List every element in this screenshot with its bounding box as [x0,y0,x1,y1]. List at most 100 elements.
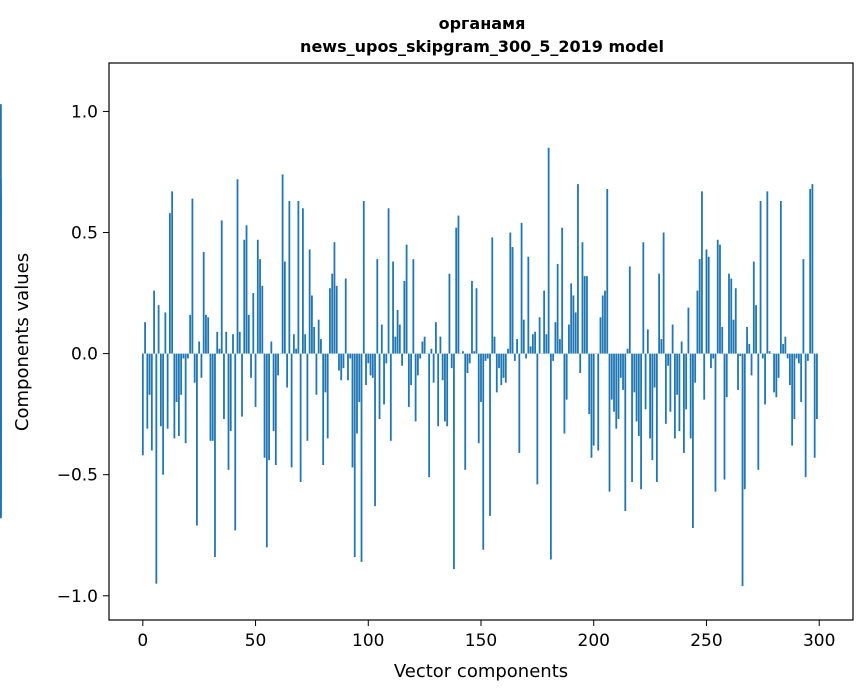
bar-223 [644,353,647,410]
bar-106 [380,324,383,354]
bar-268 [746,326,748,354]
bar-232 [664,353,667,424]
bar-272 [755,305,757,354]
bar-64 [286,353,289,388]
bar-287 [788,353,791,386]
bar-39 [229,353,232,432]
bar-281 [775,353,778,398]
bar-242 [687,307,690,354]
bar-163 [509,232,512,354]
bar-95 [356,353,358,434]
bar-270 [750,353,753,376]
bar-153 [486,353,489,359]
bar-50 [254,353,257,407]
bar-110 [389,353,392,441]
bar-37 [225,331,228,354]
bar-257 [721,326,724,354]
bar-216 [628,266,631,354]
bar-111 [392,261,394,354]
bar-136 [448,273,451,354]
bar-54 [263,353,266,458]
bar-43 [238,331,241,354]
bar-101 [369,353,372,376]
bar-72 [304,334,307,354]
bar-11 [166,353,169,429]
x-tick-label: 200 [578,631,610,651]
bar-215 [626,348,629,354]
bar-89 [342,353,345,369]
bar-1 [144,322,146,354]
bar-266 [741,353,744,587]
bar-165 [513,353,516,361]
bar-217 [631,353,633,482]
bar-260 [728,273,730,354]
bar-150 [480,353,482,403]
bar-188 [565,353,568,400]
bar-205 [604,290,606,354]
bar-193 [577,184,579,354]
bar-87 [338,353,340,371]
bar-291 [797,353,800,364]
bar-200 [592,353,595,446]
bar-249 [703,353,706,400]
bar-228 [655,353,658,482]
bar-16 [177,353,180,436]
bar-174 [534,331,537,354]
bar-132 [439,336,442,354]
bar-181 [549,353,552,560]
y-tick-label: 1.0 [71,102,98,122]
bar-124 [421,341,424,354]
bar-173 [531,334,534,354]
bar-45 [243,239,246,354]
bar-71 [301,208,304,354]
bar-293 [802,259,805,354]
bar-96 [358,353,361,403]
bar-121 [414,353,417,422]
y-axis-ticks: −1.0 −0.5 0.0 0.5 1.0 [57,102,109,607]
bar-2 [146,353,149,429]
bar-166 [516,339,518,354]
bar-38 [227,353,230,470]
bar-197 [586,276,588,354]
bar-250 [705,249,708,354]
bar-203 [599,317,602,354]
bar-271 [752,261,755,354]
bar-74 [308,249,311,354]
bar-169 [522,319,525,354]
bar-299 [816,353,818,419]
bar-140 [457,215,460,354]
bar-134 [444,353,446,422]
bar-151 [482,353,485,550]
bar-164 [511,247,514,354]
bar-78 [317,319,320,354]
bar-116 [403,280,406,354]
y-tick-label: 0.0 [71,345,98,365]
y-axis-label: Components values [12,253,33,431]
bar-80 [322,353,325,466]
bar-225 [649,353,651,439]
bar-290 [795,353,798,359]
bar-233 [667,353,670,366]
bar-135 [446,353,449,427]
bar-147 [473,351,476,354]
bar-243 [689,353,692,439]
bar-224 [646,329,649,354]
bar-204 [601,295,604,354]
bar-77 [315,353,318,395]
bar-31 [211,353,214,441]
bar-176 [538,317,541,354]
bar-49 [252,293,255,354]
bar-23 [193,353,196,383]
bar-146 [471,280,473,354]
bar-236 [673,353,676,439]
bar-167 [518,353,521,453]
bar-152 [484,353,487,361]
bar-48 [250,353,252,378]
bar-202 [597,353,600,451]
plot-frame [108,62,854,621]
bar-98 [362,201,365,354]
bar-27 [202,251,205,354]
bar-180 [547,147,550,354]
